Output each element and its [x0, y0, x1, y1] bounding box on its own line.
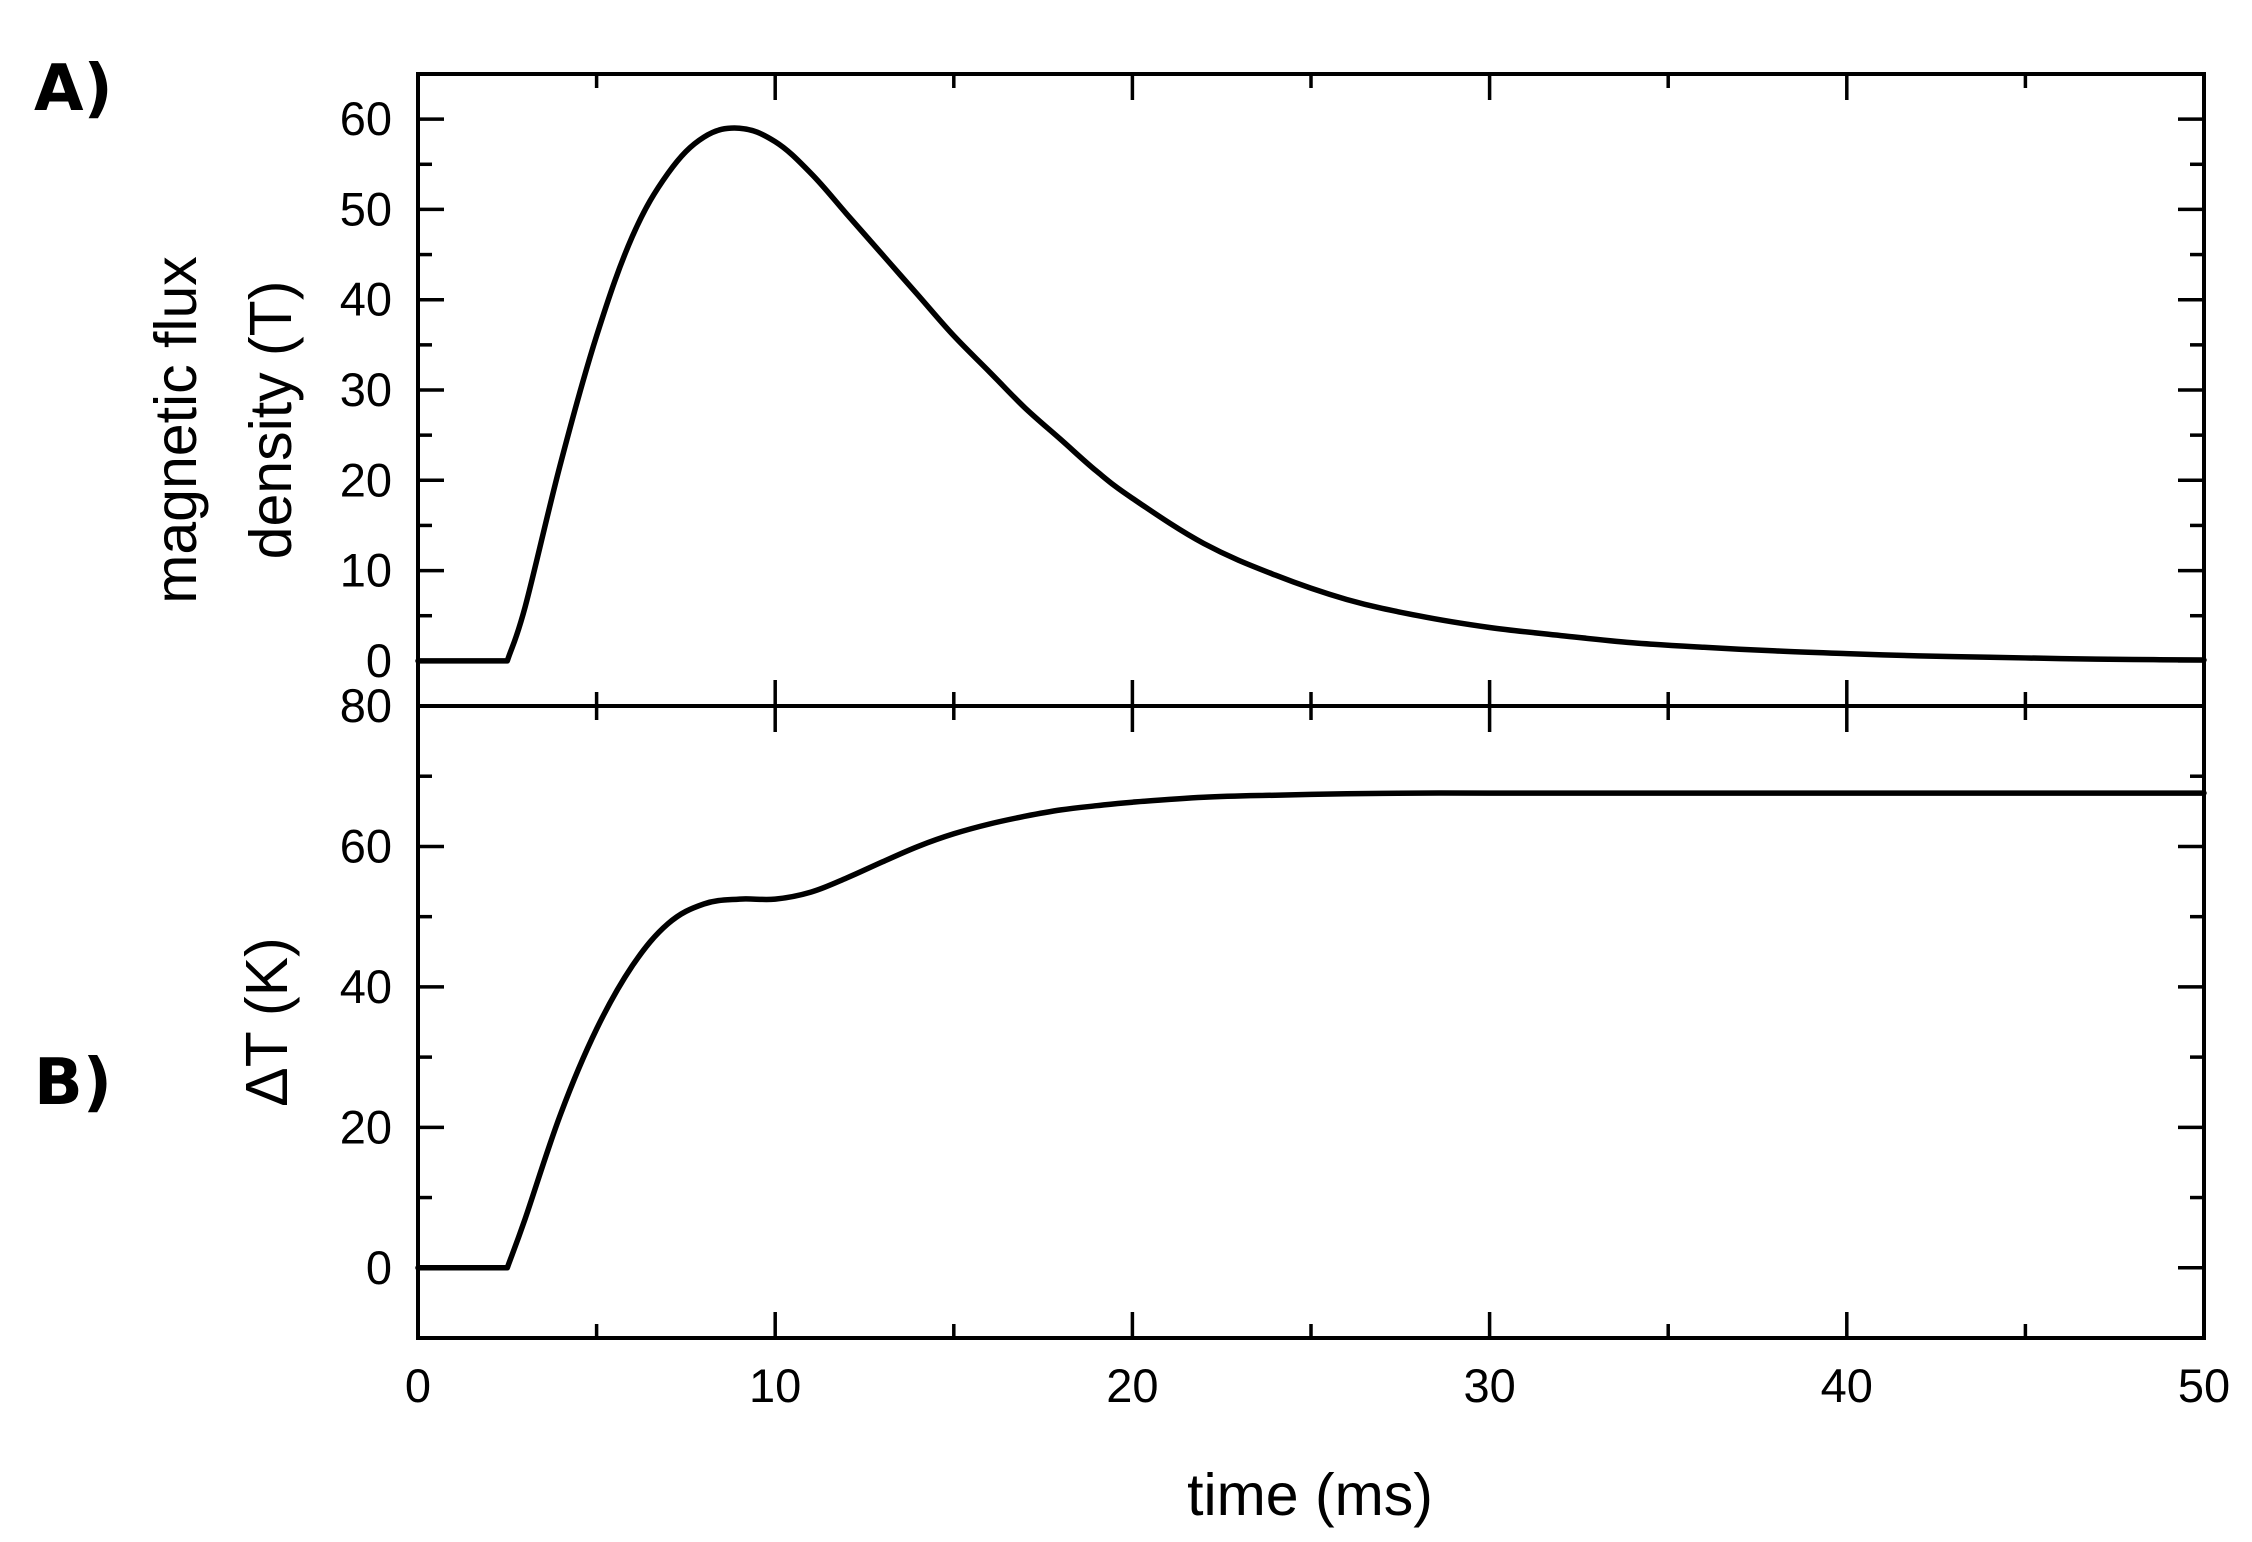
panel-a-y-tick-label: 40: [340, 273, 392, 326]
panel-b-y-axis-label: ΔT (K): [234, 937, 300, 1106]
panel-a-y-tick-label: 50: [340, 182, 392, 235]
panel-b-x-tick-labels: 0 10 20 30 40 50: [405, 1359, 2230, 1412]
x-tick-label: 10: [749, 1359, 801, 1412]
panel-b-frame: [416, 704, 2206, 1340]
panel-b-y-tick-label: 20: [340, 1100, 392, 1153]
panel-b-label: B): [34, 1046, 112, 1120]
panel-a: 0 10 20 30 40 50 60 A) magnetic flux density (…: [34, 52, 2207, 708]
panel-b-y-tick-label: 0: [366, 1241, 392, 1294]
panel-a-y-tick-label: 0: [366, 634, 392, 687]
panel-b-y-tick-label: 40: [340, 960, 392, 1013]
x-tick-label: 50: [2178, 1359, 2230, 1412]
panel-b-y-tick-label: 60: [340, 819, 392, 872]
panel-b: 0 20 40 60 80 0 10 20 30 40 50 B) ΔT (K) time (ms…: [34, 679, 2230, 1528]
x-tick-label: 40: [1821, 1359, 1873, 1412]
panel-b-y-tick-label: 80: [340, 679, 392, 732]
panel-a-frame: [416, 72, 2206, 708]
panel-a-y-tick-label: 60: [340, 92, 392, 145]
panel-a-y-tick-label: 20: [340, 453, 392, 506]
x-tick-label: 30: [1463, 1359, 1515, 1412]
panel-a-label: A): [34, 52, 113, 126]
x-tick-label: 0: [405, 1359, 431, 1412]
panel-b-ticks: [418, 706, 2204, 1338]
x-axis-label: time (ms): [1187, 1462, 1433, 1528]
panel-a-y-tick-label: 10: [340, 544, 392, 597]
x-tick-label: 20: [1106, 1359, 1158, 1412]
panel-a-y-axis-label-line2: density (T): [238, 281, 304, 560]
panel-a-series-line: [415, 125, 2207, 664]
panel-b-series-line: [415, 790, 2207, 1271]
panel-a-y-tick-label: 30: [340, 363, 392, 416]
panel-a-ticks: [418, 74, 2204, 706]
panel-a-y-tick-labels: 0 10 20 30 40 50 60: [340, 92, 392, 687]
panel-a-y-axis-label-line1: magnetic flux: [143, 256, 209, 604]
panel-b-y-tick-labels: 0 20 40 60 80: [340, 679, 392, 1294]
